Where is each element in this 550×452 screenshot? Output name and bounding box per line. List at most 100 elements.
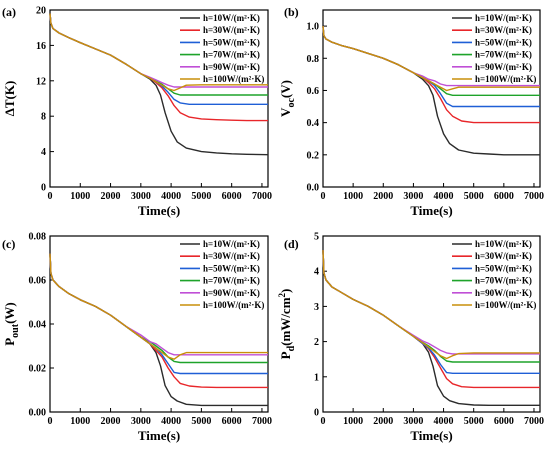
legend-entry-4: h=70W/(m²·K) <box>203 50 260 60</box>
series-line-6 <box>49 13 268 92</box>
legend-entry-3: h=50W/(m²·K) <box>203 37 260 47</box>
x-tick-label: 4000 <box>434 191 454 202</box>
plot-frame <box>322 235 541 413</box>
x-tick-label: 7000 <box>524 191 544 202</box>
legend-entry-4: h=70W/(m²·K) <box>475 50 532 60</box>
y-tick-label: 2 <box>314 337 319 348</box>
y-tick-label: 0.00 <box>29 408 47 419</box>
y-tick-label: 0.2 <box>307 150 320 161</box>
x-tick-label: 0 <box>48 191 53 202</box>
x-tick-label: 0 <box>321 191 326 202</box>
series-line-6 <box>322 250 540 360</box>
x-tick-label: 5000 <box>191 191 211 202</box>
y-label-main: V <box>278 107 293 117</box>
x-tick-label: 7000 <box>252 191 272 202</box>
y-axis-label: Pout(W) <box>2 302 21 346</box>
y-label-unit: (mW/cm <box>278 297 293 346</box>
legend-entry-5: h=90W/(m²·K) <box>203 62 260 72</box>
legend-entry-5: h=90W/(m²·K) <box>475 62 532 72</box>
y-tick-label: 0.8 <box>307 54 320 65</box>
x-tick-label: 7000 <box>252 416 272 427</box>
y-axis-label: ΔT(K) <box>2 81 17 117</box>
y-tick-label: 0.04 <box>29 320 47 331</box>
y-tick-label: 0.6 <box>307 86 320 97</box>
x-tick-label: 2000 <box>101 191 121 202</box>
x-tick-label: 3000 <box>131 191 151 202</box>
panel-label: (b) <box>284 5 299 19</box>
legend-entry-2: h=30W/(m²·K) <box>203 25 260 35</box>
y-tick-label: 20 <box>36 6 46 17</box>
y-axis-label: Pd(mW/cm2) <box>277 289 297 360</box>
y-tick-label: 0.0 <box>307 183 320 194</box>
panel-c: 0 1000 2000 3000 4000 5000 6000 7000 0.00 0.02 0.0… <box>2 232 272 444</box>
x-tick-label: 1000 <box>70 416 90 427</box>
legend-entry-6: h=100W/(m²·K) <box>203 74 264 84</box>
y-tick-label: 16 <box>36 41 46 52</box>
plot-frame <box>322 9 541 188</box>
x-tick-label: 2000 <box>101 416 121 427</box>
y-label-main: P <box>278 351 293 359</box>
y-axis-label: Voc(V) <box>278 80 297 117</box>
legend-entry-3: h=50W/(m²·K) <box>475 37 532 47</box>
x-tick-label: 5000 <box>464 191 484 202</box>
plot-frame <box>49 235 269 413</box>
y-label-subscript: oc <box>286 98 297 108</box>
panel-d: 0 1000 2000 3000 4000 5000 6000 7000 0 1 2 3 4 5 Time(… <box>277 232 544 444</box>
legend-entry-6: h=100W/(m²·K) <box>475 300 536 310</box>
x-tick-label: 6000 <box>222 191 242 202</box>
x-tick-label: 1000 <box>343 416 363 427</box>
y-label-close: ) <box>278 289 293 293</box>
legend-entry-3: h=50W/(m²·K) <box>203 263 260 273</box>
legend-entry-5: h=90W/(m²·K) <box>203 288 260 298</box>
panel-label: (c) <box>2 237 15 251</box>
x-tick-label: 6000 <box>494 191 514 202</box>
legend-entry-2: h=30W/(m²·K) <box>203 251 260 261</box>
y-tick-label: 4 <box>41 147 46 158</box>
y-label-main: P <box>2 338 17 346</box>
panel-label: (a) <box>2 5 16 19</box>
x-tick-label: 2000 <box>373 191 393 202</box>
series-line-2 <box>49 253 268 389</box>
y-label-subscript: d <box>286 345 297 351</box>
y-tick-label: 0.08 <box>29 232 47 243</box>
x-axis-label: Time(s) <box>138 203 180 218</box>
panel-label: (d) <box>284 237 299 251</box>
legend-entry-3: h=50W/(m²·K) <box>475 263 532 273</box>
x-tick-label: 3000 <box>131 416 151 427</box>
legend: h=10W/(m²·K) h=30W/(m²·K) h=50W/(m²·K) h=70… <box>452 13 536 84</box>
y-tick-label: 4 <box>314 267 319 278</box>
legend: h=10W/(m²·K) h=30W/(m²·K) h=50W/(m²·K) h=70… <box>452 239 536 310</box>
x-tick-label: 6000 <box>222 416 242 427</box>
panel-b: 0 1000 2000 3000 4000 5000 6000 7000 0.0 0.2 0.4 0.… <box>278 5 544 218</box>
legend-entry-1: h=10W/(m²·K) <box>475 13 532 23</box>
x-tick-label: 4000 <box>161 191 181 202</box>
legend: h=10W/(m²·K) h=30W/(m²·K) h=50W/(m²·K) h=70… <box>180 13 264 84</box>
x-tick-label: 5000 <box>464 416 484 427</box>
y-tick-label: 3 <box>314 302 319 313</box>
series-line-6 <box>49 253 268 360</box>
panel-a: 0 1000 2000 3000 4000 5000 6000 7000 0 4 8 12 16 20 Ti… <box>2 5 272 218</box>
x-tick-label: 0 <box>48 416 53 427</box>
legend-entry-6: h=100W/(m²·K) <box>475 74 536 84</box>
y-label-subscript: out <box>10 323 21 338</box>
y-tick-label: 0.4 <box>307 118 320 129</box>
y-label-main: ΔT(K) <box>2 81 17 117</box>
y-tick-label: 1.0 <box>307 22 320 33</box>
plot-frame <box>49 9 269 188</box>
x-tick-label: 3000 <box>403 191 423 202</box>
x-tick-label: 0 <box>321 416 326 427</box>
legend-entry-2: h=30W/(m²·K) <box>475 25 532 35</box>
legend: h=10W/(m²·K) h=30W/(m²·K) h=50W/(m²·K) h=70… <box>180 239 264 310</box>
series-line-6 <box>322 26 540 92</box>
x-tick-label: 1000 <box>343 191 363 202</box>
x-tick-label: 4000 <box>434 416 454 427</box>
y-tick-label: 1 <box>314 372 319 383</box>
y-label-unit: (V) <box>278 80 293 98</box>
legend-entry-2: h=30W/(m²·K) <box>475 251 532 261</box>
legend-entry-4: h=70W/(m²·K) <box>203 276 260 286</box>
x-tick-label: 2000 <box>373 416 393 427</box>
x-tick-label: 4000 <box>161 416 181 427</box>
y-tick-label: 0 <box>41 183 46 194</box>
y-tick-label: 5 <box>314 232 319 243</box>
y-tick-label: 0 <box>314 408 319 419</box>
